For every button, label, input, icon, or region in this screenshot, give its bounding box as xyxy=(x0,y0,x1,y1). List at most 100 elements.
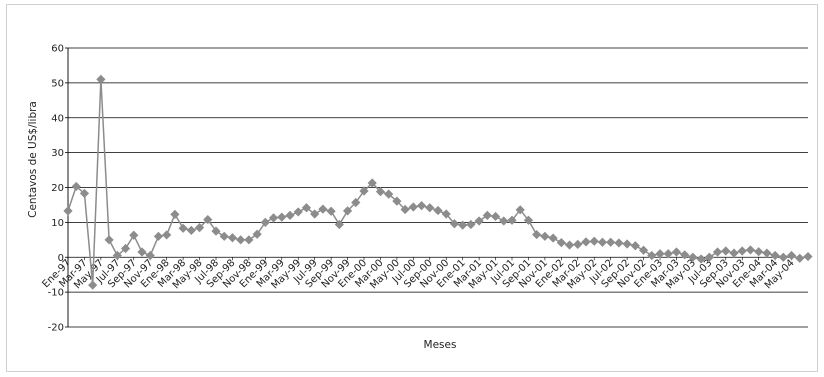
data-point xyxy=(186,225,196,235)
data-point xyxy=(260,217,270,227)
data-point xyxy=(88,280,98,290)
data-point xyxy=(482,210,492,220)
data-point xyxy=(359,186,369,196)
y-tick-label: 60 xyxy=(51,44,64,55)
data-point xyxy=(137,247,147,257)
data-point xyxy=(153,231,164,241)
data-point xyxy=(581,237,591,247)
data-point xyxy=(548,233,558,243)
data-point xyxy=(671,247,682,257)
data-point xyxy=(433,205,443,216)
data-point xyxy=(219,231,229,241)
data-point xyxy=(663,249,673,259)
data-point xyxy=(466,219,476,230)
y-tick-label: 40 xyxy=(51,113,64,124)
data-point xyxy=(597,237,608,247)
data-point xyxy=(400,204,410,215)
data-point xyxy=(737,246,747,256)
x-axis: Ene-97Mar-97May-97Jul-97Sep-97Nov-97Ene-… xyxy=(40,257,797,291)
data-point xyxy=(244,235,254,245)
y-tick-label: 30 xyxy=(51,148,64,159)
data-point xyxy=(236,235,246,245)
data-point xyxy=(96,74,106,84)
data-point xyxy=(277,212,287,222)
data-point xyxy=(778,252,788,262)
data-point xyxy=(712,247,723,257)
data-point xyxy=(745,245,756,255)
data-point xyxy=(104,235,114,245)
data-point xyxy=(203,214,213,225)
data-point xyxy=(120,243,131,254)
data-point xyxy=(449,219,460,229)
data-point xyxy=(770,250,780,261)
data-point xyxy=(178,223,188,233)
data-point xyxy=(79,188,90,199)
data-point xyxy=(614,238,624,248)
data-point xyxy=(532,229,542,240)
data-point xyxy=(129,230,139,240)
data-point xyxy=(227,233,238,243)
data-point xyxy=(721,246,731,256)
data-point xyxy=(326,206,336,216)
data-point xyxy=(112,250,122,261)
data-point xyxy=(252,229,262,239)
data-point xyxy=(762,248,772,258)
chart-frame xyxy=(6,4,818,372)
data-point xyxy=(754,247,764,257)
data-point xyxy=(696,254,706,264)
y-axis-title: Centavos de US$/libra xyxy=(27,101,39,218)
y-tick-label: 20 xyxy=(51,183,64,194)
data-point xyxy=(170,209,180,219)
data-point xyxy=(573,239,583,249)
data-point xyxy=(268,213,279,223)
data-point xyxy=(458,220,468,230)
data-point xyxy=(786,250,797,261)
data-point xyxy=(145,250,155,261)
data-point xyxy=(704,252,714,262)
data-point xyxy=(490,211,501,222)
data-point xyxy=(795,253,805,263)
x-axis-title: Meses xyxy=(424,339,457,351)
data-point xyxy=(211,226,221,236)
data-point xyxy=(71,181,81,192)
data-point xyxy=(375,187,386,197)
data-point xyxy=(655,249,665,259)
data-point xyxy=(499,216,509,226)
data-point xyxy=(556,238,566,248)
data-point xyxy=(564,240,575,250)
data-point xyxy=(425,203,435,213)
data-point xyxy=(285,210,295,220)
data-point xyxy=(589,236,599,246)
data-point xyxy=(392,196,402,206)
data-point xyxy=(507,215,517,225)
series-path xyxy=(67,78,809,286)
data-point xyxy=(310,209,320,219)
data-point xyxy=(194,223,205,233)
y-tick-label: 0 xyxy=(58,253,64,264)
data-point xyxy=(342,206,353,216)
data-point xyxy=(680,250,690,260)
y-tick-label: 10 xyxy=(51,218,64,229)
data-point xyxy=(441,209,451,219)
data-point xyxy=(293,207,303,217)
data-point xyxy=(688,252,698,262)
data-point xyxy=(540,231,550,241)
y-tick-label: -10 xyxy=(48,288,64,299)
data-point xyxy=(63,206,73,216)
data-point xyxy=(416,201,427,211)
y-axis: -20 -10 0 10 20 30 40 50 60 xyxy=(48,44,69,334)
data-point xyxy=(474,216,484,226)
data-point xyxy=(622,239,632,249)
series-line xyxy=(63,74,813,290)
data-point xyxy=(606,237,616,247)
data-point xyxy=(351,197,361,208)
data-point xyxy=(301,203,312,213)
data-point xyxy=(729,248,739,258)
data-point xyxy=(367,178,377,188)
data-point xyxy=(515,205,525,215)
data-point xyxy=(318,204,328,214)
y-tick-label: -20 xyxy=(48,323,64,334)
data-point xyxy=(638,245,649,255)
data-point xyxy=(630,241,640,251)
